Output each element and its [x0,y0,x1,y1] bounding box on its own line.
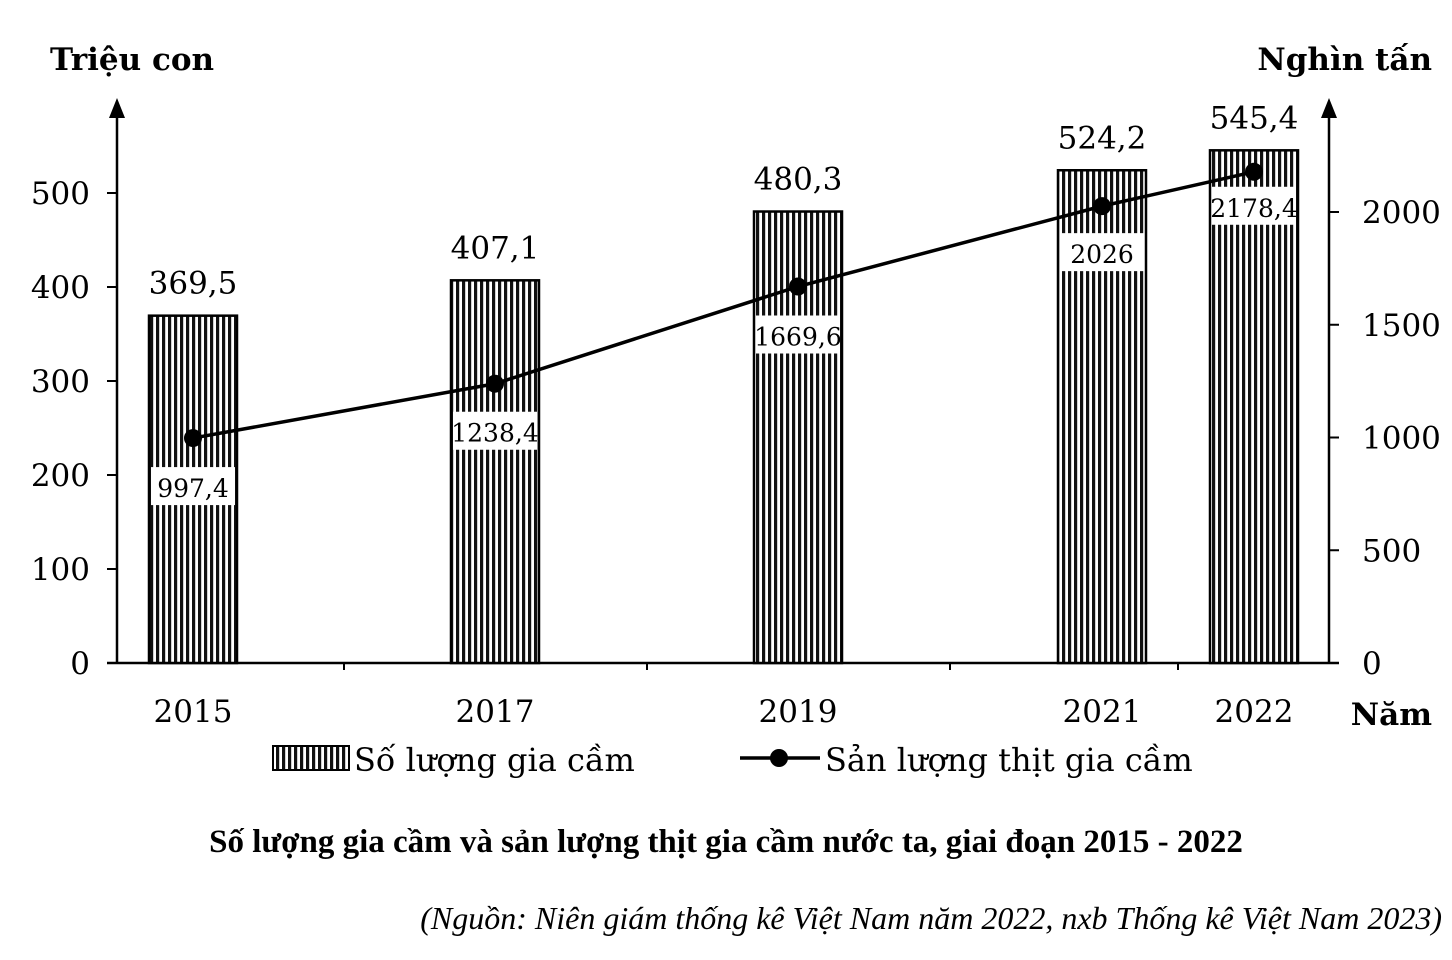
bar-value-label: 545,4 [1210,100,1299,136]
y-right-tick-label: 0 [1362,646,1382,682]
line-value-label: 2178,4 [1210,194,1297,223]
y-axis-right-arrow [1321,98,1337,118]
chart-source: (Nguồn: Niên giám thống kê Việt Nam năm … [420,900,1442,936]
x-tick-label: 2021 [1063,694,1142,730]
y-left-tick-label: 500 [31,176,90,212]
y-left-tick-label: 0 [70,646,90,682]
x-tick-label: 2019 [759,694,838,730]
y-right-tick-label: 500 [1362,533,1421,569]
y-left-tick-label: 400 [31,270,90,306]
bar-value-label: 369,5 [149,266,238,302]
x-tick-label: 2022 [1215,694,1294,730]
line-point-2022 [1245,162,1263,181]
y-left-tick-label: 300 [31,364,90,400]
line-point-2015 [184,429,202,448]
y-right-tick-label: 1500 [1362,308,1441,344]
bar-2022 [1208,149,1300,665]
legend-line-marker [770,749,788,767]
line-value-label: 1238,4 [451,419,538,448]
chart-title: Số lượng gia cầm và sản lượng thịt gia c… [209,824,1243,860]
line-label-box [756,315,840,354]
y-axis-left-arrow [109,98,125,118]
x-tick-label: 2017 [456,694,535,730]
legend-line-label: Sản lượng thịt gia cầm [825,741,1193,779]
y-right-tick-label: 2000 [1362,195,1441,231]
x-tick-label: 2015 [154,694,233,730]
line-label-box [1212,186,1296,225]
bar-value-label: 480,3 [754,162,843,198]
legend-bar-swatch [272,745,350,771]
y-left-tick-label: 100 [31,552,90,588]
y-right-axis-title: Nghìn tấn [1257,41,1432,78]
line-point-2021 [1093,197,1111,216]
line-value-label: 2026 [1070,240,1134,269]
bar-value-label: 524,2 [1058,120,1147,156]
line-label-box [453,411,537,450]
y-left-axis-title: Triệu con [50,42,214,78]
y-right-tick-label: 1000 [1362,421,1441,457]
line-value-label: 1669,6 [754,323,841,352]
line-point-2017 [486,374,504,393]
y-left-tick-label: 200 [31,458,90,494]
bar-2017 [449,279,541,665]
x-axis-title: Năm [1351,697,1432,733]
line-label-box [151,467,235,506]
line-point-2019 [789,277,807,296]
line-value-label: 997,4 [157,474,229,503]
line-label-box [1060,233,1144,272]
bar-value-label: 407,1 [451,230,540,266]
legend-bar-label: Số lượng gia cầm [354,741,635,779]
